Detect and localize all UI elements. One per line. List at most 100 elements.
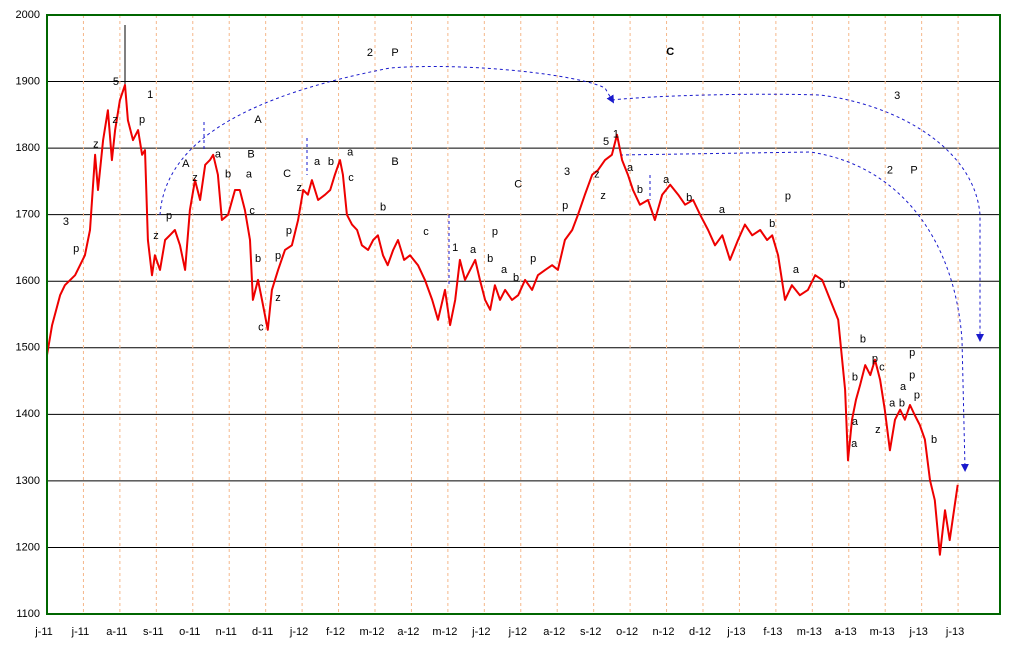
- wave-label: b: [852, 372, 858, 384]
- x-tick-label: j-11: [34, 626, 53, 638]
- y-tick-label: 1600: [16, 275, 40, 287]
- x-tick-label: j-13: [726, 626, 745, 638]
- wave-label: b: [899, 398, 905, 410]
- wave-label: c: [879, 362, 885, 374]
- x-tick-label: j-11: [71, 626, 90, 638]
- wave-label: 1: [147, 89, 153, 101]
- wave-label: p: [492, 226, 498, 238]
- x-tick-label: m-13: [870, 626, 895, 638]
- wave-label: 5: [603, 136, 609, 148]
- wave-label: b: [487, 253, 493, 265]
- wave-label: C: [514, 179, 522, 191]
- y-tick-label: 1500: [16, 342, 40, 354]
- wave-label: a: [246, 169, 253, 181]
- wave-label: b: [931, 434, 937, 446]
- x-tick-label: n-11: [216, 626, 237, 638]
- wave-label: A: [254, 114, 262, 126]
- wave-label: p: [909, 370, 915, 382]
- x-tick-label: m-13: [797, 626, 822, 638]
- wave-label: b: [328, 156, 334, 168]
- wave-marker: [203, 122, 651, 285]
- wave-label: c: [348, 172, 354, 184]
- series: [46, 83, 959, 556]
- x-tick-label: d-11: [252, 626, 273, 638]
- wave-label: z: [192, 172, 198, 184]
- wave-label: 3: [63, 216, 69, 228]
- wave-label: z: [275, 292, 281, 304]
- plot-border: [46, 14, 1001, 615]
- wave-label: 3: [894, 90, 900, 102]
- wave-label: p: [166, 210, 172, 222]
- wave-label: a: [314, 156, 321, 168]
- wave-label: z: [93, 139, 99, 151]
- y-tick-label: 1200: [16, 541, 40, 553]
- wave-label: a: [627, 162, 634, 174]
- wave-label: b: [860, 334, 866, 346]
- wave-label: 5: [113, 76, 119, 88]
- wave-label: z: [875, 424, 881, 436]
- x-tick-label: d-12: [689, 626, 711, 638]
- x-tick-label: j-13: [945, 626, 964, 638]
- wave-label: 2: [367, 47, 373, 59]
- wave-label: 3: [564, 166, 570, 178]
- wave-label: B: [391, 156, 398, 168]
- wave-label: p: [872, 353, 878, 365]
- wave-label: z: [296, 182, 302, 194]
- wave-label: b: [686, 192, 692, 204]
- wave-label: a: [663, 174, 670, 186]
- wave-label: p: [909, 347, 915, 359]
- projection-line: [619, 151, 969, 472]
- wave-label: 1: [452, 242, 458, 254]
- wave-label: p: [275, 250, 281, 262]
- x-tick-label: s-11: [143, 626, 164, 638]
- x-tick-label: n-12: [653, 626, 675, 638]
- wave-label: b: [513, 272, 519, 284]
- wave-label: c: [249, 205, 255, 217]
- wave-label: A: [182, 158, 190, 170]
- wave-label: 2: [887, 165, 893, 177]
- wave-label: a: [851, 438, 858, 450]
- projection-line: [611, 93, 984, 342]
- y-tick-label: 1100: [16, 608, 40, 620]
- wave-label: P: [391, 47, 398, 59]
- wave-label: p: [139, 114, 145, 126]
- wave-label: b: [839, 279, 845, 291]
- x-tick-label: o-12: [616, 626, 638, 638]
- x-tick-label: f-12: [326, 626, 345, 638]
- wave-label: C: [666, 46, 674, 58]
- wave-label: p: [785, 191, 791, 203]
- x-tick-label: s-12: [580, 626, 601, 638]
- wave-label: a: [719, 204, 726, 216]
- x-tick-label: a-11: [106, 626, 127, 638]
- y-tick-label: 2000: [16, 9, 40, 21]
- wave-label: p: [286, 225, 292, 237]
- wave-label: 1: [613, 129, 619, 141]
- wave-label: p: [914, 390, 920, 402]
- x-tick-label: j-13: [908, 626, 927, 638]
- y-tick-label: 1300: [16, 475, 40, 487]
- wave-label: c: [258, 322, 264, 334]
- wave-label: a: [501, 264, 508, 276]
- wave-label: p: [562, 200, 568, 212]
- wave-label: p: [73, 243, 79, 255]
- y-tick-label: 1800: [16, 142, 40, 154]
- x-tick-label: m-12: [432, 626, 457, 638]
- wave-label: b: [225, 169, 231, 181]
- wave-label: z: [112, 114, 118, 126]
- y-tick-label: 1400: [16, 408, 40, 420]
- y-tick-label: 1700: [16, 209, 40, 221]
- wave-label: a: [889, 398, 896, 410]
- plot-area: [47, 15, 1000, 614]
- wave-label: a: [852, 416, 859, 428]
- wave-label: a: [470, 244, 477, 256]
- y-tick-label: 1900: [16, 75, 40, 87]
- x-tick-label: a-12: [397, 626, 419, 638]
- price-line: [46, 83, 959, 556]
- x-tick-label: j-12: [508, 626, 527, 638]
- wave-label: b: [769, 218, 775, 230]
- wave-label: b: [637, 184, 643, 196]
- wave-label: b: [255, 253, 261, 265]
- wave-label: B: [247, 149, 254, 161]
